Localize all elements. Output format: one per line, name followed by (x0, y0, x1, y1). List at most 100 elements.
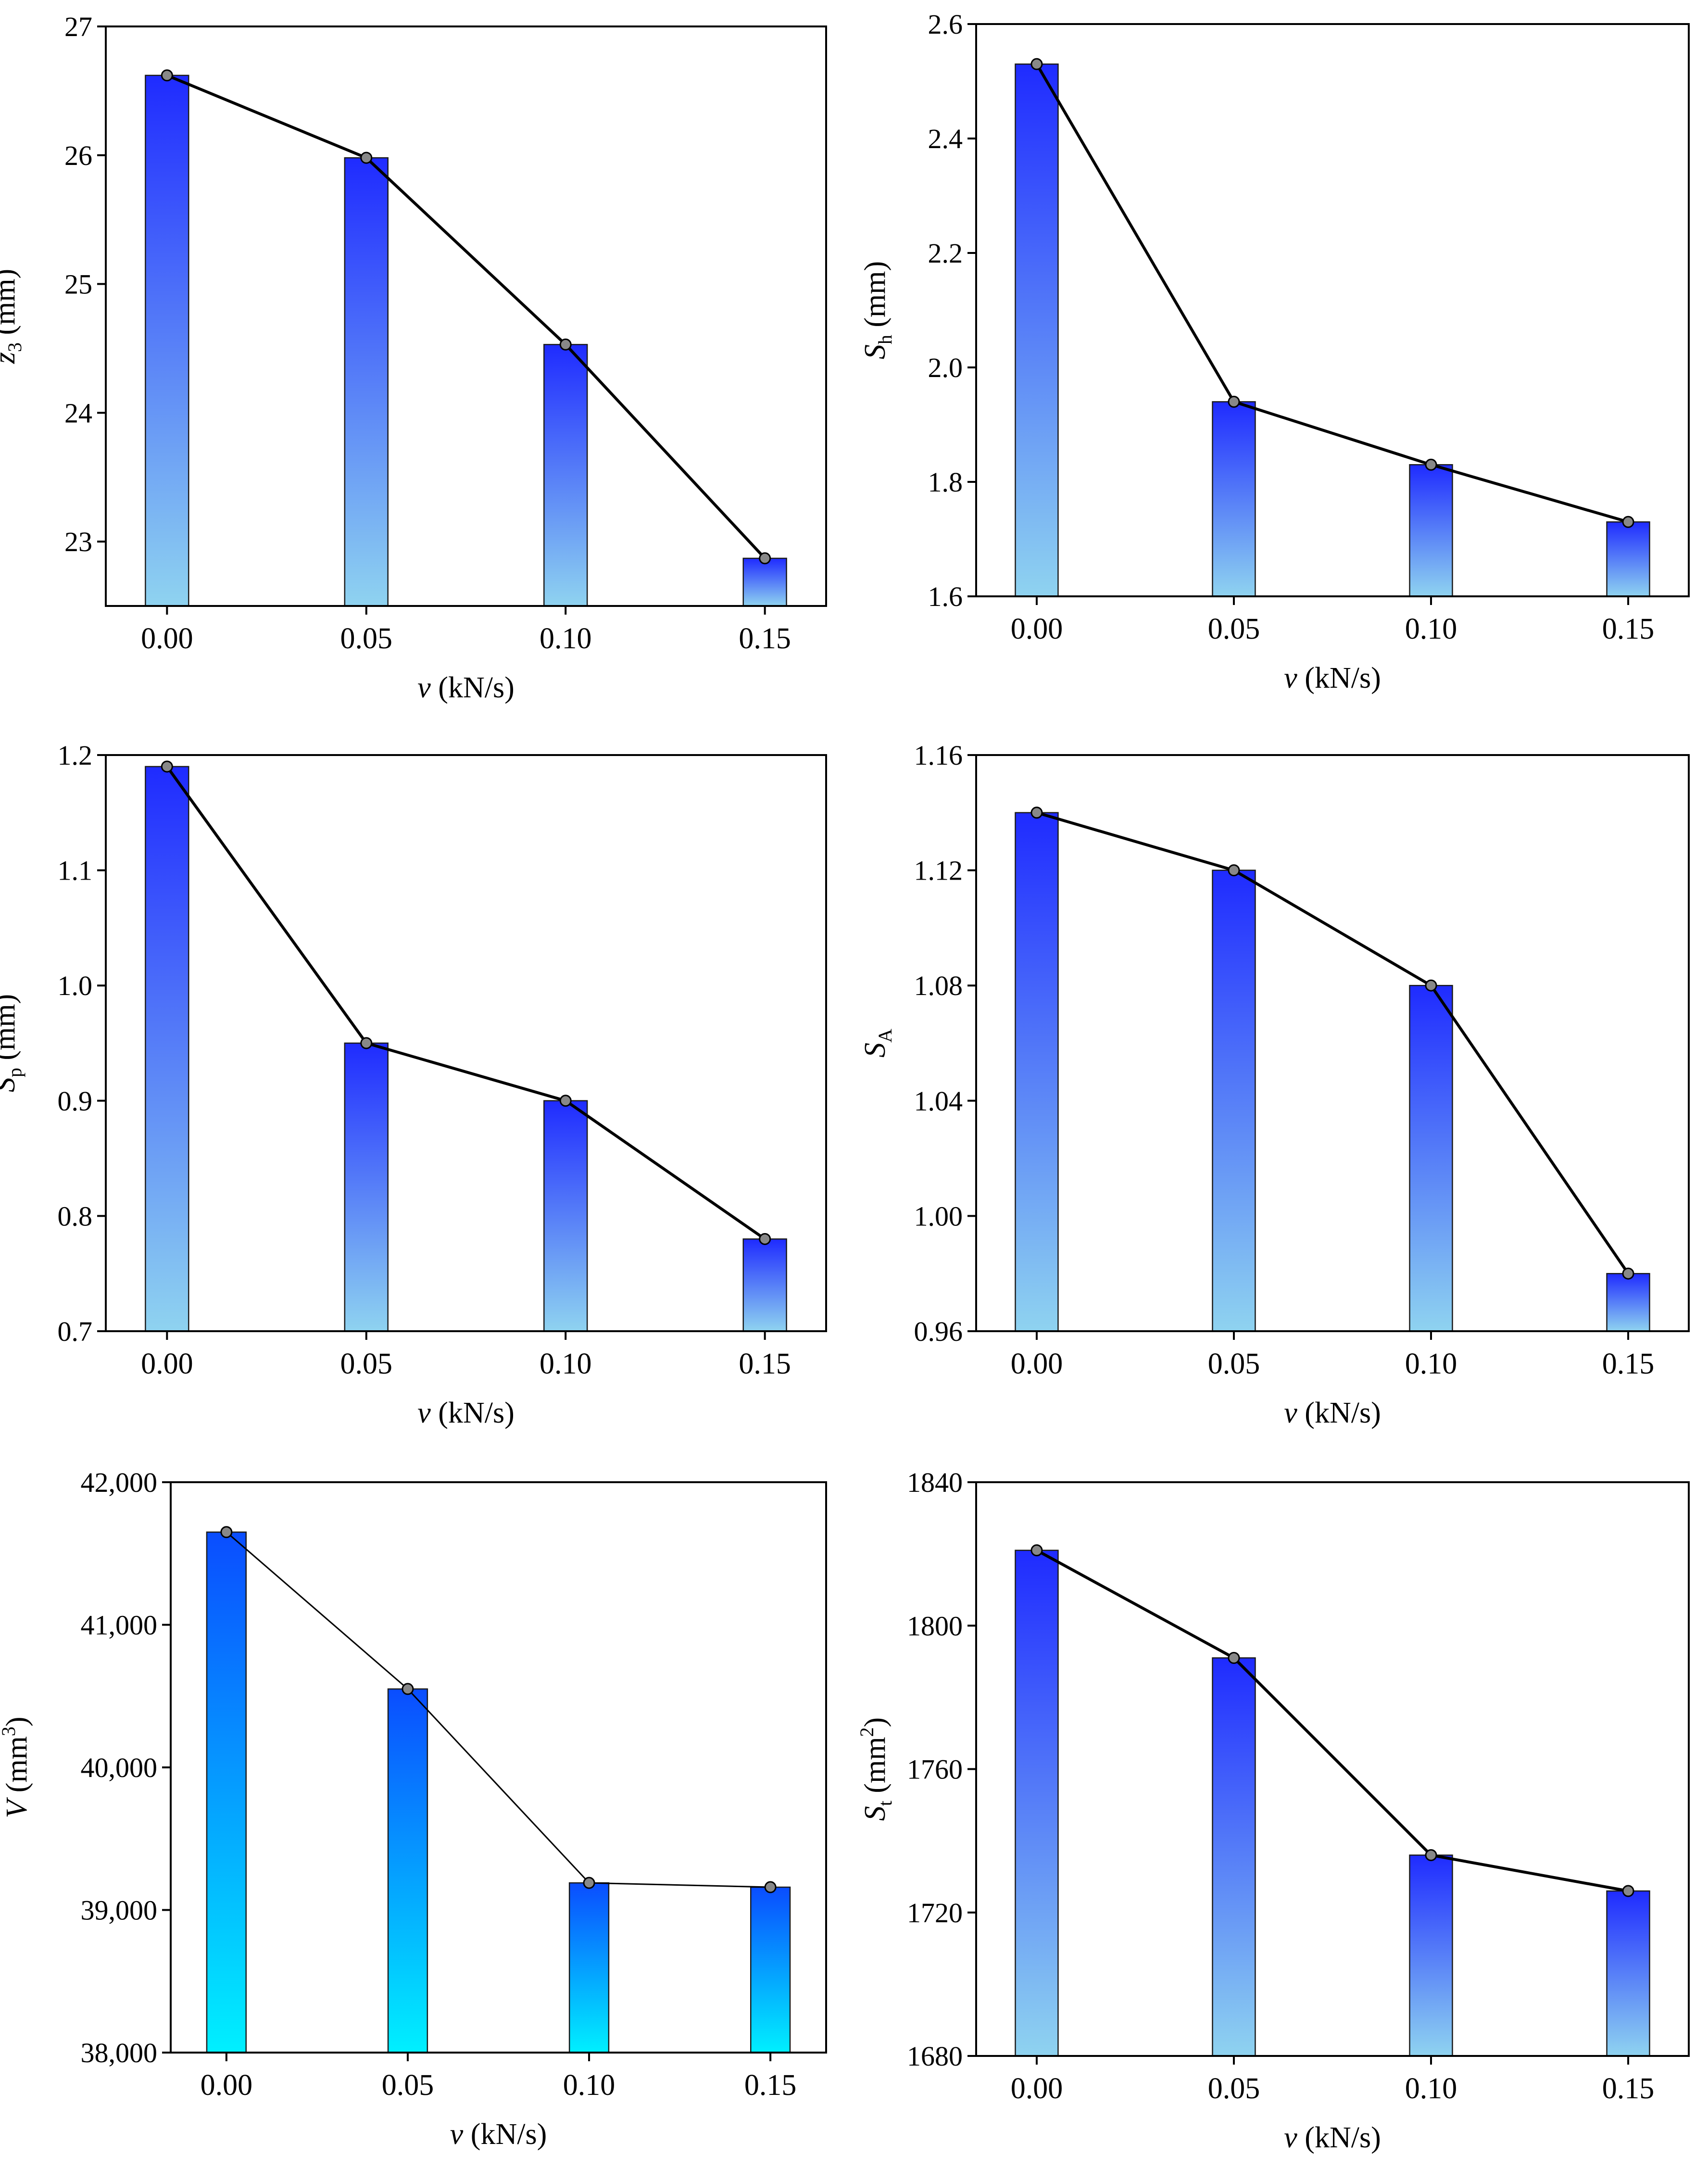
x-tick-label: 0.05 (340, 622, 393, 655)
y-tick-label: 1.16 (914, 740, 963, 771)
data-point-0.00 (1030, 807, 1043, 819)
series-line (1036, 811, 1630, 1274)
x-tick-label: 0.05 (1208, 2072, 1260, 2105)
series-line (1035, 63, 1629, 524)
data-point-0.15 (1622, 516, 1634, 528)
bar-0.15 (1606, 1273, 1650, 1332)
x-axis-title: v (kN/s) (417, 1397, 514, 1429)
data-point-0.15 (1622, 1267, 1634, 1280)
bar-0.15 (742, 557, 787, 607)
y-tick-label: 1760 (907, 1754, 963, 1785)
y-tick-label: 1.0 (58, 970, 93, 1001)
y-tick-label: 1680 (907, 2041, 963, 2072)
y-axis-title: z3 (mm) (0, 269, 25, 364)
bar-0.10 (1409, 984, 1453, 1332)
data-point-0.05 (360, 151, 373, 164)
y-tick-label: 1.04 (914, 1085, 963, 1117)
y-tick-label: 1.00 (914, 1200, 963, 1232)
y-axis-title: V (mm3) (0, 1716, 33, 1818)
y-tick-label: 0.9 (58, 1085, 93, 1117)
y-tick-label: 1.8 (928, 466, 963, 498)
data-point-0.05 (1228, 1651, 1240, 1664)
data-point-0.10 (559, 1095, 572, 1107)
data-point-0.00 (161, 760, 173, 773)
data-point-0.10 (559, 338, 572, 351)
x-tick-label: 0.05 (1208, 1348, 1260, 1380)
x-tick-label: 0.00 (141, 622, 193, 655)
y-tick-label: 24 (64, 397, 92, 429)
data-point-0.00 (220, 1526, 233, 1538)
x-tick-label: 0.00 (141, 1348, 193, 1380)
plot-frame (975, 23, 1690, 597)
chart-panel-2: 1.6 1.8 2.0 2.2 2.4 2.6 0.00 0.05 0.10 0.15 v (kN/… (859, 9, 1690, 694)
data-point-0.05 (402, 1683, 414, 1695)
y-tick-label: 1.6 (928, 581, 963, 612)
y-tick-label: 2.4 (928, 123, 963, 154)
x-tick-label: 0.10 (563, 2069, 615, 2102)
y-axis-title: St (mm2) (856, 1717, 896, 1821)
bar-0.10 (543, 344, 588, 607)
x-axis-title: v (kN/s) (1284, 1397, 1381, 1429)
plot-frame (975, 1481, 1690, 2057)
y-tick-label: 0.8 (58, 1200, 93, 1232)
series-line (165, 766, 766, 1240)
x-tick-label: 0.10 (1405, 2072, 1457, 2105)
series-line (1036, 1549, 1629, 1892)
y-tick-label: 1.08 (914, 970, 963, 1001)
plot-frame (975, 754, 1690, 1332)
data-point-0.15 (764, 1881, 777, 1893)
y-tick-label: 1.1 (58, 855, 93, 886)
bar-0.05 (387, 1688, 428, 2054)
bar-0.10 (568, 1882, 610, 2054)
bar-0.00 (145, 75, 189, 607)
data-point-0.10 (1425, 1849, 1437, 1861)
y-tick-label: 0.96 (914, 1316, 963, 1347)
plot-frame (170, 1481, 827, 2054)
y-tick-label: 40,000 (81, 1752, 158, 1783)
y-tick-label: 1800 (907, 1610, 963, 1641)
bar-0.15 (1606, 521, 1650, 597)
data-point-0.05 (360, 1037, 373, 1049)
series-line (166, 74, 766, 559)
plot-frame (105, 25, 827, 607)
bar-0.00 (1015, 812, 1059, 1332)
x-tick-label: 0.00 (1011, 2072, 1063, 2105)
x-tick-label: 0.05 (340, 1348, 393, 1380)
bar-0.15 (1606, 1890, 1650, 2057)
y-axis-title: SA (859, 1029, 896, 1058)
x-tick-label: 0.15 (739, 622, 791, 655)
y-tick-label: 27 (64, 11, 92, 42)
y-tick-label: 41,000 (81, 1610, 158, 1641)
bar-0.00 (1015, 1550, 1059, 2057)
y-tick-label: 2.2 (928, 238, 963, 269)
x-tick-label: 0.10 (1405, 1348, 1457, 1380)
x-tick-label: 0.00 (1011, 613, 1063, 645)
bar-0.00 (145, 766, 189, 1332)
y-tick-label: 0.7 (58, 1316, 93, 1347)
x-axis-title: v (kN/s) (450, 2118, 547, 2151)
data-point-0.10 (583, 1877, 595, 1889)
bar-0.05 (1212, 1657, 1256, 2057)
bar-0.15 (750, 1886, 791, 2054)
y-tick-label: 2.6 (928, 9, 963, 40)
x-tick-label: 0.15 (1602, 613, 1655, 645)
x-tick-label: 0.10 (1405, 613, 1457, 645)
data-point-0.10 (1425, 979, 1437, 992)
x-axis-title: v (kN/s) (1284, 2121, 1381, 2154)
y-tick-label: 42,000 (81, 1467, 158, 1498)
bar-0.05 (1212, 401, 1256, 597)
chart-panel-4: 0.96 1.00 1.04 1.08 1.12 1.16 0.00 0.05 0.10 0.15… (859, 740, 1690, 1429)
y-tick-label: 1.2 (58, 740, 93, 771)
data-point-0.15 (1622, 1885, 1634, 1897)
y-tick-label: 23 (64, 526, 92, 557)
x-tick-label: 0.10 (540, 622, 592, 655)
plot-frame (105, 754, 827, 1332)
data-point-0.00 (1030, 1544, 1043, 1557)
x-tick-label: 0.15 (1602, 1348, 1655, 1380)
bar-0.05 (344, 1042, 389, 1332)
data-point-0.05 (1228, 395, 1240, 408)
y-tick-label: 1840 (907, 1467, 963, 1498)
x-axis-title: v (kN/s) (417, 671, 514, 704)
bar-0.15 (742, 1238, 787, 1332)
x-axis-title: v (kN/s) (1284, 662, 1381, 694)
